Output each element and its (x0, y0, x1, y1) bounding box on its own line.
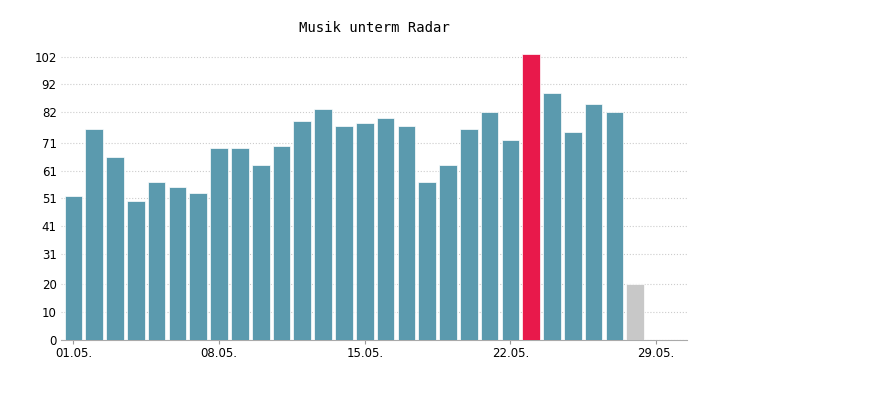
Bar (85, 129, 103, 340)
Bar (605, 112, 622, 340)
Bar (542, 93, 561, 340)
Bar (335, 126, 352, 340)
Legend: eindeutige Besucher, bester Tag, heutiger Tag: eindeutige Besucher, bester Tag, heutige… (200, 397, 547, 400)
Bar (251, 165, 269, 340)
Bar (127, 201, 144, 340)
Bar (521, 54, 540, 340)
Bar (460, 129, 477, 340)
Title: Musik unterm Radar: Musik unterm Radar (298, 21, 449, 35)
Bar (272, 146, 290, 340)
Bar (64, 196, 83, 340)
Bar (626, 284, 643, 340)
Bar (439, 165, 456, 340)
Bar (314, 110, 332, 340)
Bar (148, 182, 165, 340)
Bar (355, 123, 373, 340)
Bar (376, 118, 394, 340)
Bar (501, 140, 519, 340)
Bar (584, 104, 602, 340)
Bar (189, 193, 207, 340)
Bar (231, 148, 249, 340)
Bar (418, 182, 435, 340)
Bar (106, 157, 123, 340)
Bar (397, 126, 415, 340)
Bar (210, 148, 228, 340)
Bar (293, 120, 311, 340)
Bar (481, 112, 498, 340)
Bar (563, 132, 581, 340)
Bar (169, 187, 186, 340)
